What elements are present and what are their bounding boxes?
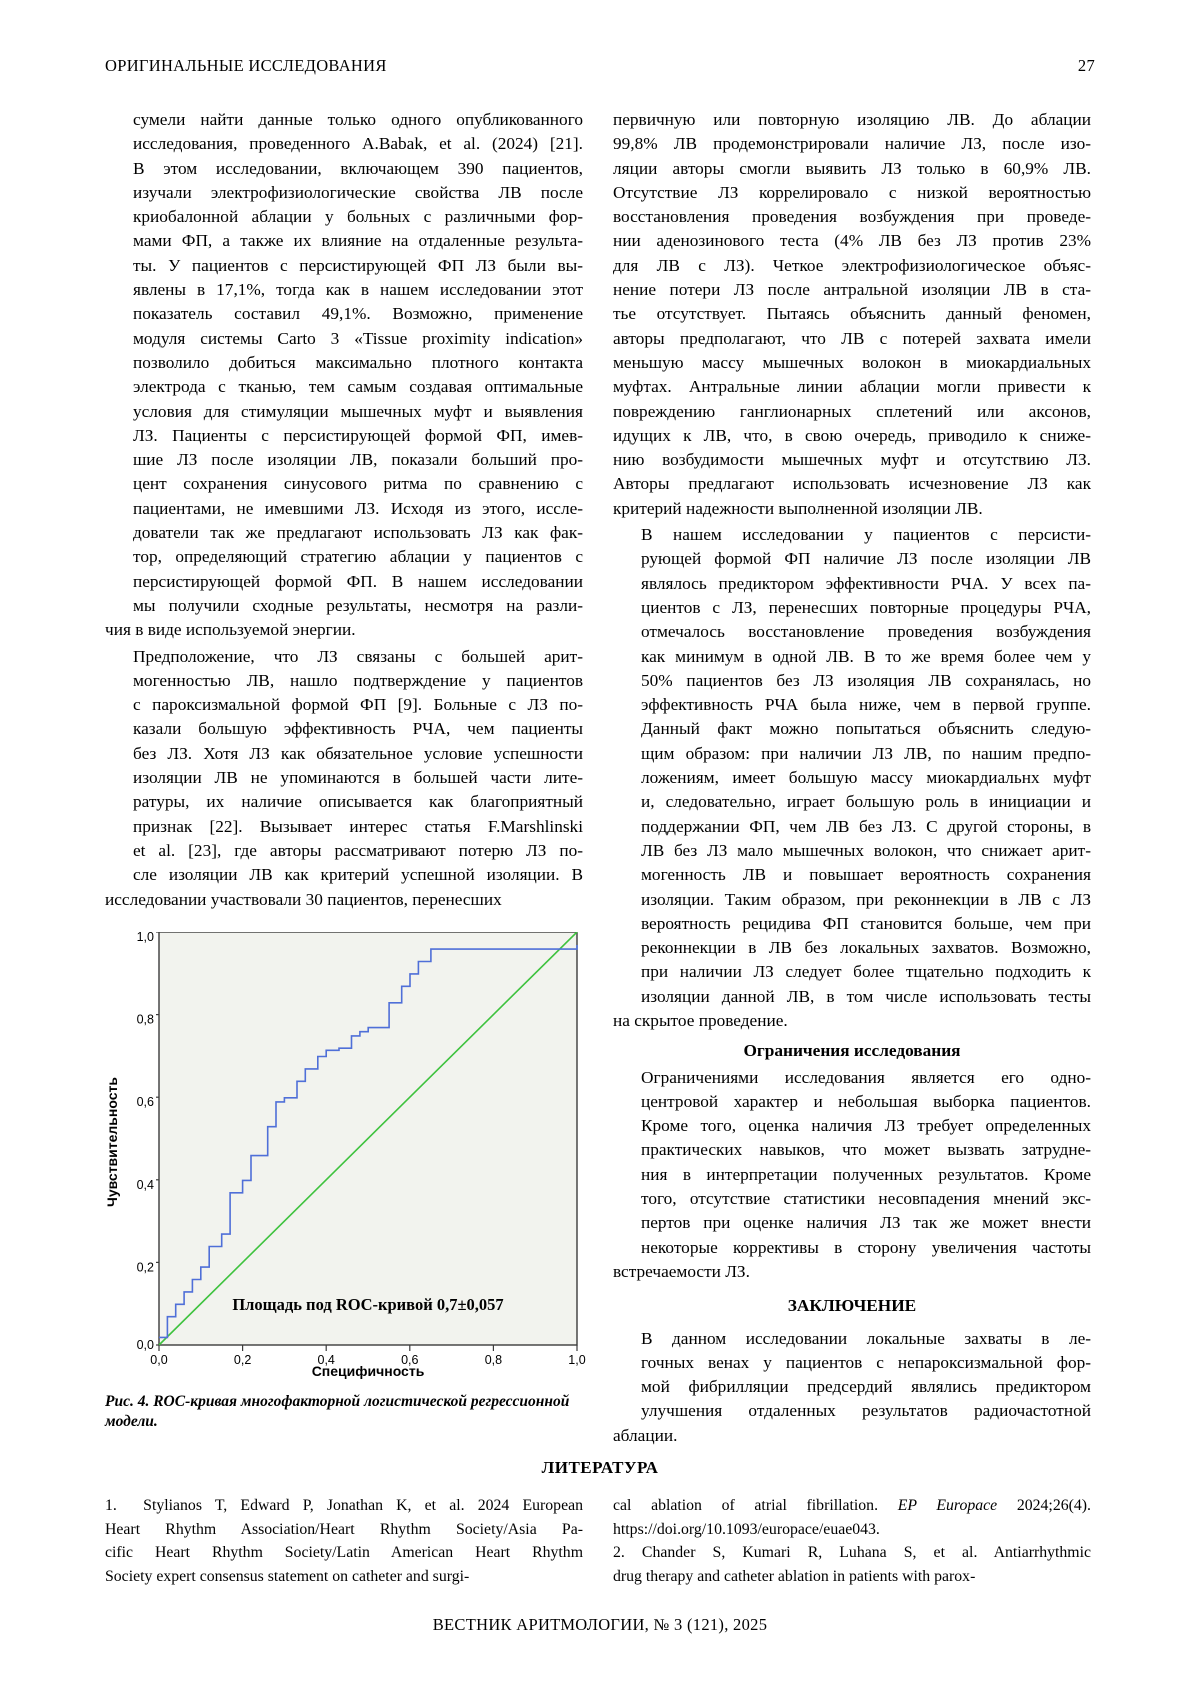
svg-text:0,0: 0,0 xyxy=(150,1353,167,1367)
svg-text:Площадь под ROC-кривой 0,7±0,0: Площадь под ROC-кривой 0,7±0,057 xyxy=(232,1295,503,1314)
svg-text:0,8: 0,8 xyxy=(137,1013,154,1027)
svg-text:Специфичность: Специфичность xyxy=(312,1363,425,1379)
svg-text:1,0: 1,0 xyxy=(568,1353,585,1367)
svg-text:0,4: 0,4 xyxy=(137,1178,154,1192)
svg-text:1,0: 1,0 xyxy=(137,932,154,944)
svg-text:0,8: 0,8 xyxy=(485,1353,502,1367)
svg-text:Чувствительность: Чувствительность xyxy=(105,1077,120,1207)
svg-text:0,2: 0,2 xyxy=(137,1260,154,1274)
svg-text:0,2: 0,2 xyxy=(234,1353,251,1367)
svg-text:0,0: 0,0 xyxy=(137,1338,154,1352)
svg-text:0,6: 0,6 xyxy=(137,1095,154,1109)
